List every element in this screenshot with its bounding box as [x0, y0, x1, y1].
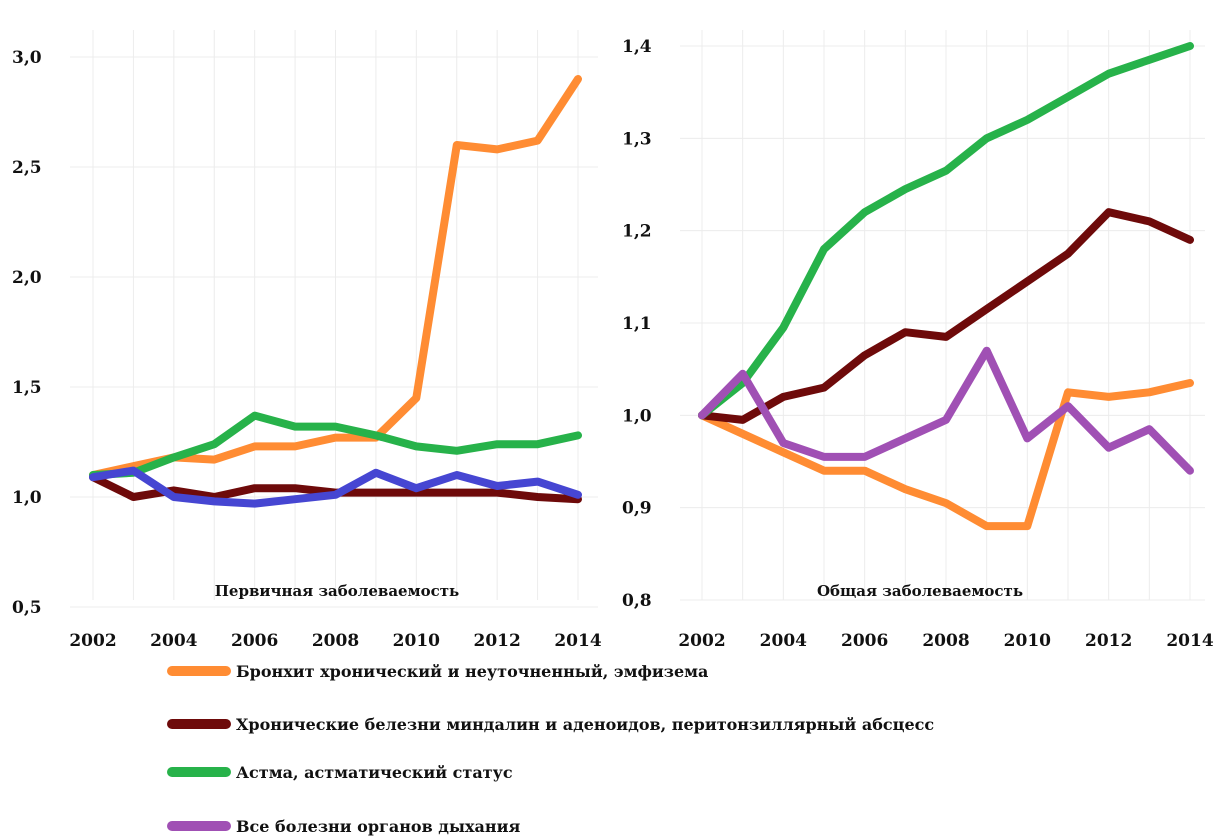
- y-tick-label: 1,3: [622, 129, 652, 149]
- y-tick-label: 0,5: [12, 598, 42, 618]
- primary-x-axis: 2002 2004 2006 2008 2010 2012 2014: [69, 631, 601, 651]
- legend-label: Бронхит хронический и неуточненный, эмфи…: [236, 662, 708, 681]
- series-line: [89, 466, 582, 508]
- y-tick-label: 0,8: [622, 591, 652, 611]
- total-grid: [680, 30, 1205, 601]
- legend: Бронхит хронический и неуточненный, эмфи…: [167, 662, 934, 836]
- y-tick-label: 3,0: [12, 48, 42, 68]
- primary-chart-title: Первичная заболеваемость: [215, 582, 459, 600]
- series-line: [698, 42, 1194, 420]
- y-tick-label: 1,2: [622, 222, 652, 242]
- x-tick-label: 2006: [231, 631, 278, 651]
- y-tick-label: 1,0: [622, 406, 652, 426]
- x-tick-label: 2006: [841, 631, 888, 651]
- y-tick-label: 1,5: [12, 378, 42, 398]
- x-tick-label: 2002: [678, 631, 725, 651]
- primary-incidence-chart: 0,51,01,52,02,53,0 2002 2004 2006 2008 2010 2…: [12, 30, 602, 651]
- series-line: [89, 411, 582, 479]
- x-tick-label: 2012: [1085, 631, 1132, 651]
- y-tick-label: 1,0: [12, 488, 42, 508]
- legend-label: Астма, астматический статус: [236, 763, 513, 782]
- x-tick-label: 2008: [922, 631, 969, 651]
- x-tick-label: 2002: [69, 631, 116, 651]
- x-tick-label: 2012: [474, 631, 521, 651]
- x-tick-label: 2008: [312, 631, 359, 651]
- total-x-axis: 2002 2004 2006 2008 2010 2012 2014: [678, 631, 1213, 651]
- x-tick-label: 2010: [1004, 631, 1051, 651]
- y-tick-label: 2,5: [12, 158, 42, 178]
- total-chart-title: Общая заболеваемость: [817, 582, 1023, 600]
- series-line: [698, 379, 1194, 531]
- total-incidence-chart: 0,80,91,01,11,21,31,4 2002 2004 2006 2008 20…: [622, 30, 1214, 651]
- legend-label: Хронические белезни миндалин и аденоидов…: [236, 715, 934, 734]
- primary-grid: [70, 30, 598, 608]
- y-tick-label: 2,0: [12, 268, 42, 288]
- x-tick-label: 2014: [1166, 631, 1213, 651]
- x-tick-label: 2010: [393, 631, 440, 651]
- y-tick-label: 0,9: [622, 499, 652, 519]
- series-line: [698, 346, 1194, 475]
- primary-y-axis: 0,5 1,0 1,5 2,0 2,5 3,0: [12, 48, 42, 618]
- total-series: [698, 42, 1194, 531]
- y-tick-label: 1,4: [622, 37, 652, 57]
- total-y-axis: 0,8 0,9 1,0 1,1 1,2 1,3 1,4: [622, 37, 652, 611]
- x-tick-label: 2014: [554, 631, 601, 651]
- y-tick-label: 1,1: [622, 314, 652, 334]
- primary-series: [89, 75, 582, 508]
- x-tick-label: 2004: [760, 631, 807, 651]
- series-line: [698, 208, 1194, 424]
- x-tick-label: 2004: [150, 631, 197, 651]
- legend-label: Все болезни органов дыхания: [236, 817, 520, 836]
